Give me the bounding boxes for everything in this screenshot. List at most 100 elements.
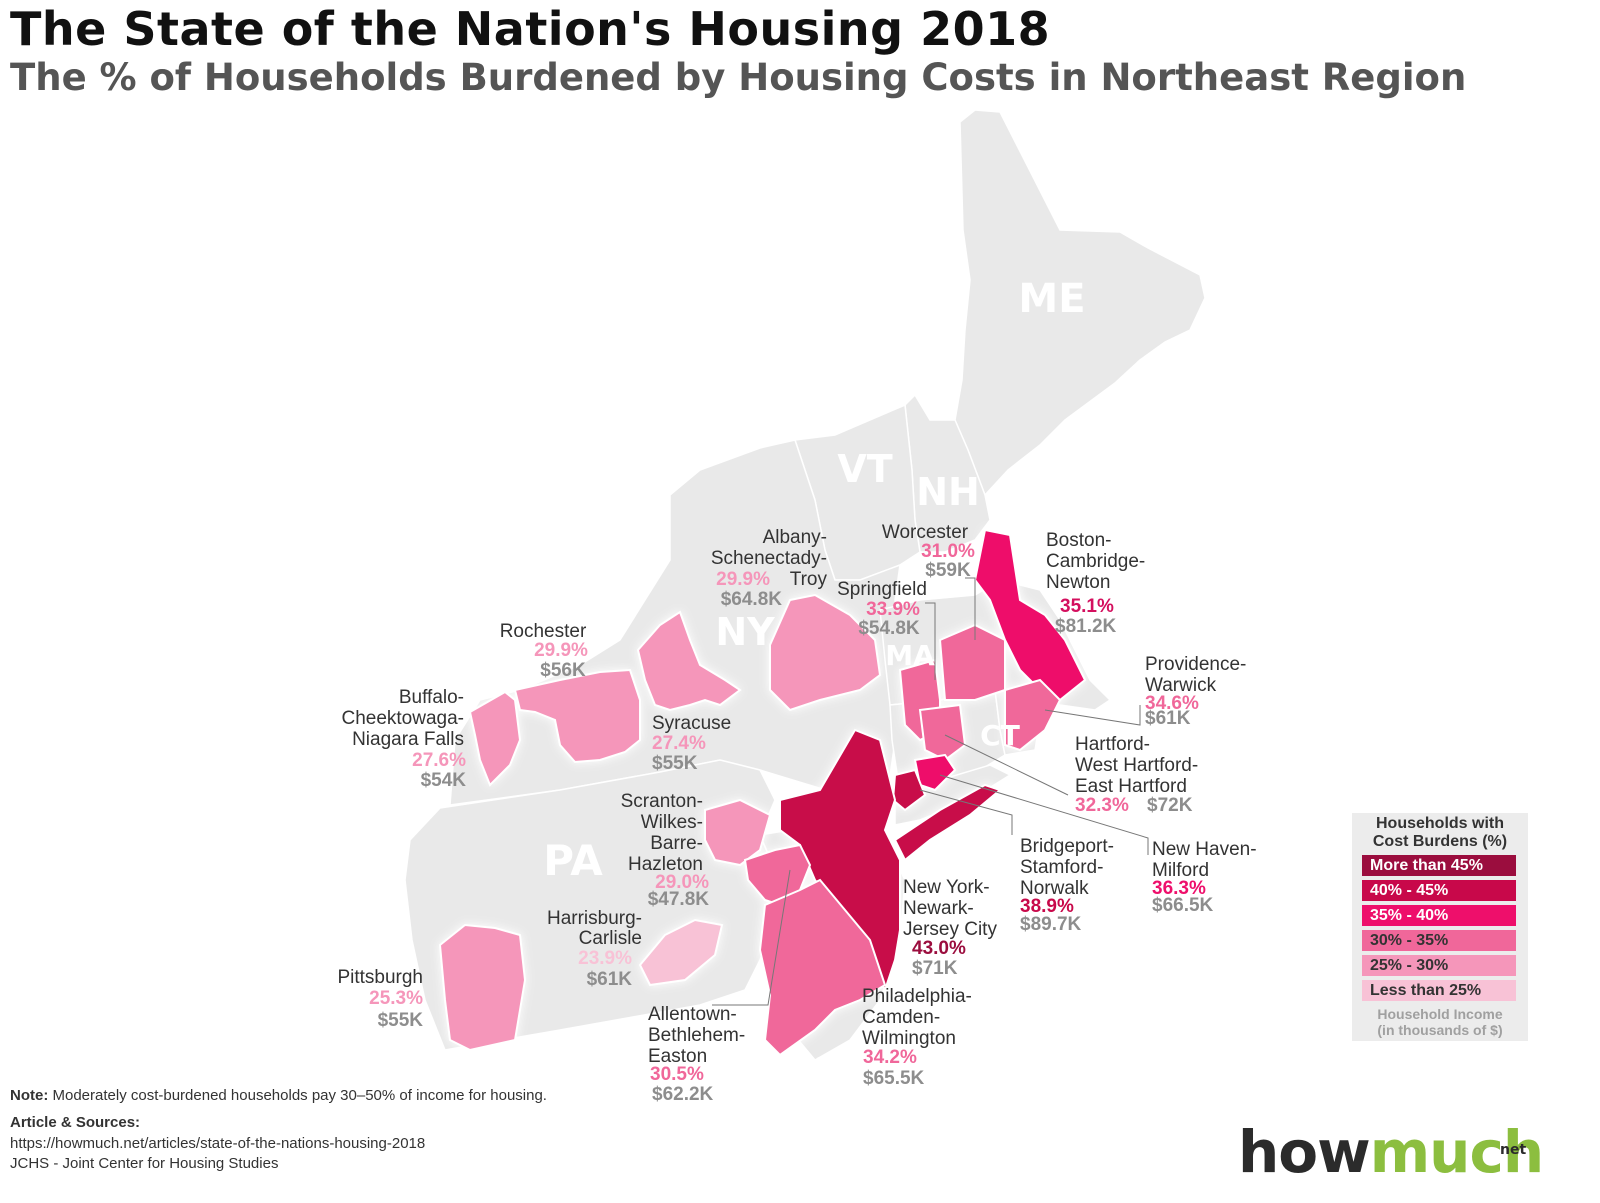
metro-income: $89.7K <box>1020 914 1082 935</box>
metro-area-albany[interactable] <box>769 593 882 712</box>
metro-income: $81.2K <box>1055 616 1117 637</box>
metro-percent: 34.6% <box>1145 693 1199 714</box>
label-hartford: Hartford- West Hartford- East Hartford 3… <box>1075 734 1198 816</box>
metro-income: $54K <box>421 770 467 791</box>
metro-name: Bridgeport- <box>1020 836 1114 857</box>
metro-name: Newton <box>1046 572 1110 593</box>
metro-percent: 31.0% <box>921 541 975 562</box>
metro-income: $61K <box>587 969 633 990</box>
metro-name: Allentown- <box>648 1004 737 1025</box>
metro-income: $47.8K <box>648 889 710 910</box>
metro-labels: Worcester 31.0% $59K Boston- Cambridge- … <box>337 522 1256 1105</box>
metro-name: Niagara Falls <box>352 729 464 750</box>
state-label-ny: NY <box>715 610 775 654</box>
source-url[interactable]: https://howmuch.net/articles/state-of-th… <box>10 1135 426 1152</box>
metro-percent: 34.2% <box>863 1047 917 1068</box>
logo-how: how <box>1238 1118 1371 1186</box>
metro-area-rochester[interactable] <box>513 668 641 764</box>
metro-shapes <box>438 528 1087 1057</box>
metro-name: Albany- <box>763 527 827 548</box>
metro-area-harrisburg[interactable] <box>638 918 724 987</box>
metro-percent: 35.1% <box>1060 596 1114 617</box>
metro-percent: 32.3% <box>1075 795 1129 816</box>
logo-net: net <box>1500 1142 1527 1158</box>
metro-area-philadelphia[interactable] <box>758 878 887 1057</box>
legend-title-line: Households with <box>1376 815 1504 832</box>
metro-percent: 30.5% <box>650 1064 704 1085</box>
metro-percent: 33.9% <box>866 599 920 620</box>
state-label-nh: NH <box>916 470 980 514</box>
metro-name: Cheektowaga- <box>341 708 464 729</box>
leader-line-bridgeport <box>919 789 1013 835</box>
metro-name: Warwick <box>1145 675 1217 696</box>
legend-item-25-30: 25% - 30% <box>1362 955 1516 976</box>
label-buffalo: Buffalo- Cheektowaga- Niagara Falls 27.6… <box>341 687 466 791</box>
label-philadelphia: Philadelphia- Camden- Wilmington 34.2% $… <box>862 986 972 1089</box>
metro-area-pittsburgh[interactable] <box>438 923 527 1052</box>
state-label-pa: PA <box>543 836 603 885</box>
metro-area-hartford[interactable] <box>918 703 967 762</box>
metro-income: $62.2K <box>652 1084 714 1105</box>
metro-area-buffalo[interactable] <box>468 690 522 787</box>
metro-area-syracuse[interactable] <box>636 610 742 712</box>
metro-income: $54.8K <box>858 618 920 639</box>
label-albany: Albany- Schenectady- Troy 29.9% $64.8K <box>711 527 828 610</box>
legend-note-line: (in thousands of $) <box>1377 1022 1503 1038</box>
metro-area-long-island[interactable] <box>893 783 1003 862</box>
metro-income: $59K <box>925 560 971 581</box>
metro-area-providence[interactable] <box>1004 678 1062 752</box>
state-label-ma: MA <box>885 639 935 672</box>
metro-name: New York- <box>903 877 990 898</box>
metro-name: Philadelphia- <box>862 986 972 1007</box>
legend-item-40-45: 40% - 45% <box>1362 880 1516 901</box>
label-new-york: New York- Newark- Jersey City 43.0% $71K <box>903 877 997 979</box>
metro-name: Wilkes- <box>641 812 703 833</box>
metro-name: Hartford- <box>1075 734 1150 755</box>
metro-name: Schenectady- <box>711 548 827 569</box>
metro-name: Newark- <box>903 898 974 919</box>
source-jchs: JCHS - Joint Center for Housing Studies <box>10 1155 279 1172</box>
legend-title: Households with Cost Burdens (%) <box>1352 815 1528 851</box>
metro-income: $55K <box>652 753 698 774</box>
leader-line-allentown <box>712 869 791 1006</box>
metro-income: $65.5K <box>863 1068 925 1089</box>
metro-percent: 29.9% <box>534 640 588 661</box>
label-syracuse: Syracuse 27.4% $55K <box>652 713 731 774</box>
metro-percent: 25.3% <box>369 988 423 1009</box>
metro-name: Stamford- <box>1020 857 1103 878</box>
metro-name: Scranton- <box>621 791 703 812</box>
metro-name: Milford <box>1152 860 1209 881</box>
metro-name: Pittsburgh <box>337 967 423 988</box>
label-new-haven: New Haven- Milford 36.3% $66.5K <box>1152 839 1257 916</box>
label-springfield: Springfield 33.9% $54.8K <box>837 579 927 639</box>
metro-income: $72K <box>1147 795 1193 816</box>
metro-income: $61K <box>1145 708 1191 729</box>
metro-percent: 29.9% <box>716 569 770 590</box>
metro-income: $66.5K <box>1152 895 1214 916</box>
footnote: Note: Moderately cost-burdened household… <box>10 1087 547 1104</box>
metro-name: Springfield <box>837 579 927 600</box>
legend-note-line: Household Income <box>1377 1006 1503 1022</box>
metro-name: Jersey City <box>903 919 997 940</box>
metro-name: Norwalk <box>1020 878 1089 899</box>
label-allentown: Allentown- Bethlehem- Easton 30.5% $62.2… <box>648 1004 745 1105</box>
leader-lines <box>712 577 1149 1006</box>
state-label-nj: NJ <box>814 1051 855 1091</box>
logo-much: much <box>1369 1118 1544 1186</box>
metro-area-worcester[interactable] <box>938 623 1006 701</box>
metro-name: Camden- <box>862 1007 940 1028</box>
metro-name: Providence- <box>1145 654 1246 675</box>
metro-name: Boston- <box>1046 530 1111 551</box>
label-providence: Providence- Warwick 34.6% $61K <box>1145 654 1246 729</box>
page-title: The State of the Nation's Housing 2018 <box>10 2 1051 56</box>
page-subtitle: The % of Households Burdened by Housing … <box>10 56 1467 99</box>
label-rochester: Rochester 29.9% $56K <box>500 621 588 681</box>
metro-name: Rochester <box>500 621 587 642</box>
metro-income: $55K <box>378 1010 424 1031</box>
sources-heading: Article & Sources: <box>10 1114 141 1131</box>
state-label-vt: VT <box>837 447 892 491</box>
metro-name: Hazleton <box>628 854 703 875</box>
metro-percent: 29.0% <box>655 872 709 893</box>
metro-name: Worcester <box>882 522 969 543</box>
